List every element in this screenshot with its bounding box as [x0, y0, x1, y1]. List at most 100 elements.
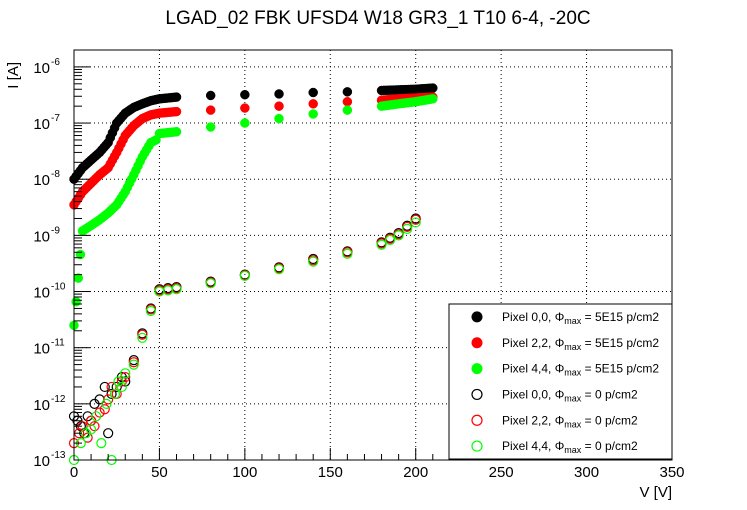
series-2 — [69, 94, 438, 331]
legend-phi: Φ — [555, 362, 565, 376]
legend-phi: Φ — [555, 439, 565, 453]
legend-label: Pixel 4,4, Φmax = 0 p/cm2 — [502, 439, 638, 455]
data-point — [120, 376, 131, 387]
data-point — [111, 381, 122, 393]
data-point — [171, 127, 182, 137]
legend-marker — [471, 388, 483, 401]
data-point — [239, 270, 250, 281]
legend-text-post: = 5E15 p/cm2 — [581, 336, 659, 350]
data-point — [205, 105, 216, 115]
x-tick-label: 100 — [232, 464, 257, 481]
x-tick-label: 300 — [574, 464, 599, 481]
chart-title: LGAD_02 FBK UFSD4 W18 GR3_1 T10 6-4, -20… — [165, 8, 590, 29]
x-tick-label: 250 — [489, 464, 514, 481]
y-tick-label: 10 -11 — [33, 338, 65, 358]
data-point — [384, 234, 396, 246]
legend-label: Pixel 0,0, Φmax = 5E15 p/cm2 — [502, 310, 659, 326]
data-point — [113, 376, 124, 387]
y-tick-label: 10 -6 — [33, 57, 60, 77]
data-point — [308, 109, 318, 119]
legend-marker — [471, 440, 483, 452]
y-tick-exponent: -11 — [51, 338, 65, 349]
data-point — [171, 106, 182, 117]
legend-subscript: max — [564, 445, 582, 455]
data-point — [274, 89, 284, 99]
legend-marker — [471, 414, 483, 426]
legend-text-post: = 0 p/cm2 — [581, 413, 638, 427]
y-tick-base: 10 — [33, 116, 50, 133]
legend-text-post: = 0 p/cm2 — [581, 439, 638, 453]
data-point — [116, 381, 127, 393]
legend-subscript: max — [564, 368, 582, 378]
legend-entry: Pixel 2,2, Φmax = 5E15 p/cm2 — [471, 336, 659, 352]
data-point — [103, 394, 114, 405]
y-tick-label: 10 -10 — [33, 282, 66, 302]
data-point — [91, 411, 102, 422]
y-tick-exponent: -10 — [51, 282, 66, 293]
data-point — [376, 239, 387, 250]
y-tick-exponent: -12 — [51, 394, 66, 405]
x-tick-label: 50 — [151, 464, 168, 481]
legend-subscript: max — [564, 393, 582, 403]
data-point — [128, 359, 139, 370]
legend-subscript: max — [564, 342, 582, 352]
data-point — [308, 99, 318, 109]
legend-text-pre: Pixel 2,2, — [502, 413, 555, 427]
data-point — [99, 381, 110, 393]
legend-text-post: = 5E15 p/cm2 — [581, 362, 659, 376]
y-tick-label: 10 -13 — [33, 450, 66, 470]
data-point — [103, 428, 114, 439]
data-point — [428, 83, 438, 93]
legend-text-pre: Pixel 0,0, — [502, 310, 555, 324]
x-tick-label: 200 — [403, 464, 428, 481]
data-point — [145, 305, 156, 317]
data-point — [120, 368, 131, 379]
data-point — [71, 296, 81, 307]
data-point — [171, 284, 182, 295]
y-tick-base: 10 — [33, 60, 50, 77]
data-point — [342, 96, 353, 107]
data-point — [428, 94, 438, 104]
data-point — [205, 122, 216, 132]
legend-label: Pixel 4,4, Φmax = 5E15 p/cm2 — [502, 362, 659, 378]
data-point — [137, 329, 148, 340]
data-point — [342, 105, 353, 115]
data-point — [137, 332, 148, 343]
y-tick-base: 10 — [33, 172, 50, 189]
data-point — [101, 398, 112, 409]
series-0 — [69, 83, 438, 184]
y-tick-base: 10 — [33, 285, 50, 302]
plot-frame — [73, 49, 673, 461]
data-point — [393, 230, 404, 241]
x-tick-label: 150 — [318, 464, 343, 481]
legend-text-pre: Pixel 4,4, — [502, 439, 555, 453]
legend-phi: Φ — [555, 310, 565, 324]
data-point — [171, 92, 182, 102]
legend-label: Pixel 2,2, Φmax = 5E15 p/cm2 — [502, 336, 659, 352]
data-point — [96, 437, 107, 449]
data-point — [205, 90, 216, 101]
y-tick-base: 10 — [33, 453, 50, 470]
y-tick-label: 10 -7 — [33, 113, 60, 133]
legend-marker — [471, 311, 483, 323]
legend-entry: Pixel 0,0, Φmax = 0 p/cm2 — [471, 387, 638, 403]
legend-entry: Pixel 2,2, Φmax = 0 p/cm2 — [471, 413, 638, 429]
data-point — [274, 101, 284, 111]
series-1 — [69, 92, 438, 210]
data-point — [342, 87, 353, 97]
legend-text-pre: Pixel 0,0, — [502, 387, 555, 401]
data-point — [106, 388, 117, 400]
x-tick-label: 350 — [659, 464, 684, 481]
series-5 — [68, 217, 421, 466]
legend-phi: Φ — [555, 387, 565, 401]
legend-subscript: max — [564, 316, 582, 326]
data-point — [240, 103, 250, 113]
legend-text-post: = 5E15 p/cm2 — [581, 310, 659, 324]
data-point — [308, 256, 319, 267]
data-point — [273, 264, 285, 275]
y-tick-exponent: -8 — [51, 169, 60, 180]
data-point — [94, 407, 105, 418]
legend-text-post: = 0 p/cm2 — [581, 387, 638, 401]
data-point — [410, 214, 421, 225]
